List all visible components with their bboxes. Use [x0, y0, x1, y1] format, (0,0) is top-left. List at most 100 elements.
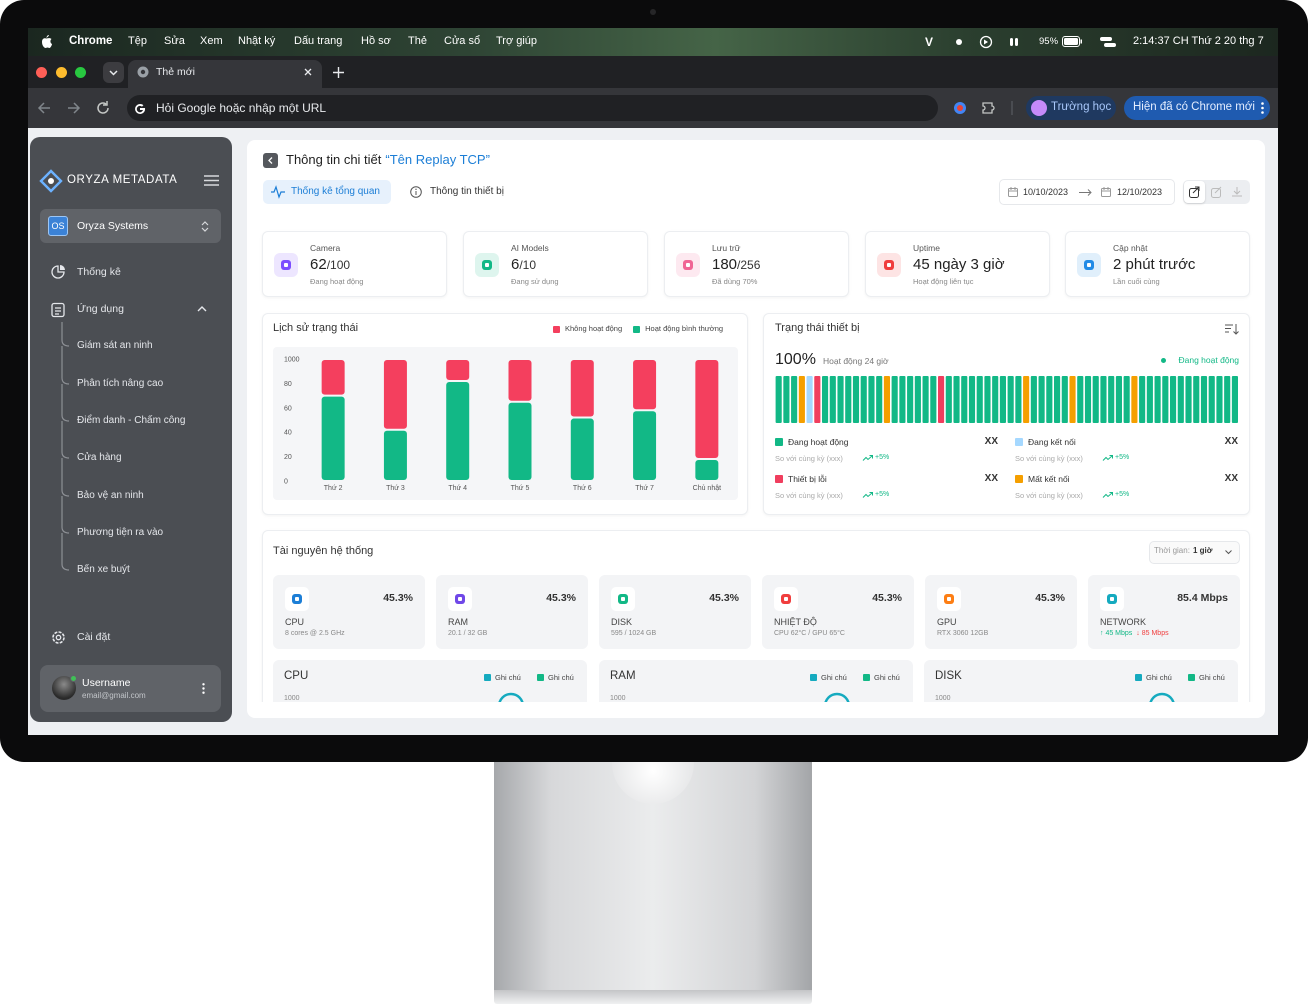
tab-search[interactable] [103, 62, 124, 83]
tab-title: Thẻ mới [156, 65, 195, 78]
org-badge [48, 216, 68, 236]
resource-detail: CPU 62°C / GPU 65°C [774, 629, 845, 637]
period-value: Thời gian: 1 giờ [1154, 546, 1212, 558]
legend-swatch [775, 475, 783, 483]
brand-logo [39, 169, 63, 193]
date-to: 12/10/2023 [1117, 186, 1163, 197]
status-stripe [976, 376, 983, 423]
period-select[interactable] [1149, 541, 1240, 564]
menu-item[interactable]: Tệp [128, 35, 147, 48]
resource-name: GPU [937, 616, 957, 627]
status-stripe [822, 376, 829, 423]
legend-compare: So với cùng kỳ (xxx) [775, 453, 843, 463]
icon-part [1192, 186, 1200, 194]
nav-subitem[interactable]: Điểm danh - Chấm công [77, 415, 186, 426]
legend-swatch [1188, 674, 1195, 681]
icon-part [61, 421, 70, 459]
update-button[interactable]: Hiện đã có Chrome mới [1133, 101, 1255, 114]
icon-part [39, 169, 63, 193]
menu-item[interactable]: Hồ sơ [361, 35, 391, 48]
icon-part [1101, 188, 1111, 197]
icon-part [1015, 38, 1018, 46]
bar-segment [633, 360, 657, 410]
user-menu [202, 683, 205, 694]
status-stripe [775, 376, 782, 423]
profile-name[interactable]: Trường học [1051, 101, 1112, 114]
omnibox-placeholder: Hỏi Google hoặc nhập một URL [156, 100, 327, 115]
nav-subitem[interactable]: Cửa hàng [77, 452, 122, 463]
back-button[interactable] [263, 153, 278, 168]
menu-item[interactable]: Xem [200, 35, 223, 48]
legend-swatch [775, 438, 783, 446]
status-stripe [1162, 376, 1169, 423]
x-tick-label: Thứ 4 [448, 485, 467, 492]
nav-subitem[interactable]: Bảo vệ an ninh [77, 490, 144, 501]
date-from: 10/10/2023 [1023, 186, 1069, 197]
nav-subitem[interactable]: Bến xe buýt [77, 564, 130, 575]
date-range[interactable] [999, 179, 1175, 205]
menu-item[interactable]: Sửa [164, 35, 185, 48]
bar-segment [383, 360, 407, 429]
window-control[interactable] [36, 66, 47, 78]
trend-icon [862, 455, 873, 461]
bar-segment [695, 460, 719, 480]
bar-segment [508, 360, 532, 401]
nav-subitem[interactable]: Giám sát an ninh [77, 340, 153, 351]
nav-item[interactable]: Thống kê [77, 265, 121, 278]
org-switcher[interactable] [40, 209, 221, 243]
menu-item[interactable]: Dấu trang [294, 35, 343, 48]
chart-title: CPU [284, 670, 309, 683]
icon-part [824, 692, 850, 702]
trend-icon [1102, 492, 1113, 498]
nav-item[interactable]: Ứng dụng [77, 302, 124, 315]
window-control[interactable] [75, 66, 86, 78]
bar-segment [321, 396, 345, 480]
menu-item[interactable]: Cửa sổ [444, 35, 481, 48]
status-stripe [922, 376, 929, 423]
icon-part [485, 263, 489, 267]
icon-part [61, 384, 70, 422]
icon-part [947, 597, 951, 601]
icon-part [51, 302, 65, 318]
window-control[interactable] [55, 66, 67, 78]
stat-note: Đang sử dụng [511, 276, 559, 286]
x-tick-label: Thứ 5 [511, 485, 530, 492]
icon-part [1110, 597, 1114, 601]
menu-item[interactable]: Trợ giúp [496, 35, 538, 48]
icon-part [1079, 189, 1092, 196]
x-tick-label: Chủ nhật [693, 484, 721, 492]
tab-label[interactable]: Thống kê tổng quan [291, 186, 380, 197]
menu-item[interactable]: Thẻ [408, 35, 427, 48]
stat-value: 2 phút trước [1113, 256, 1195, 274]
menu-item[interactable]: Nhật ký [238, 35, 276, 48]
resource-value: 45.3% [383, 591, 413, 604]
icon-part [1104, 43, 1116, 47]
tab[interactable] [128, 60, 322, 88]
icon-part [621, 597, 625, 601]
status-stripe [791, 376, 798, 423]
tab-favicon [137, 66, 149, 78]
resource-detail: 595 / 1024 GB [611, 629, 657, 637]
icon-part [1232, 187, 1242, 197]
icon-part [956, 39, 962, 45]
stat-label: AI Models [511, 242, 549, 253]
icon-part [1102, 455, 1113, 461]
nav-subitem[interactable]: Phân tích nâng cao [77, 378, 164, 389]
nav-item[interactable]: Cài đặt [77, 630, 111, 643]
stat-icon [877, 253, 901, 277]
legend-swatch [537, 674, 544, 681]
icon-part [1062, 36, 1080, 47]
omnibox[interactable] [127, 95, 938, 121]
icon-part [1225, 550, 1232, 555]
stat-card [865, 231, 1050, 297]
update-pill[interactable] [1124, 96, 1270, 120]
status-stripe [1046, 376, 1053, 423]
tab-label[interactable]: Thông tin thiết bị [430, 186, 504, 197]
icon-part [61, 496, 70, 534]
brand-name: ORYZA METADATA [67, 174, 178, 187]
control-center [1100, 37, 1116, 47]
nav-subitem[interactable]: Phương tiện ra vào [77, 527, 164, 538]
page-title: Thông tin chi tiết “Tên Replay TCP” [286, 152, 490, 168]
live-status: Đang hoạt động [1178, 354, 1240, 365]
resource-chart [273, 660, 587, 702]
